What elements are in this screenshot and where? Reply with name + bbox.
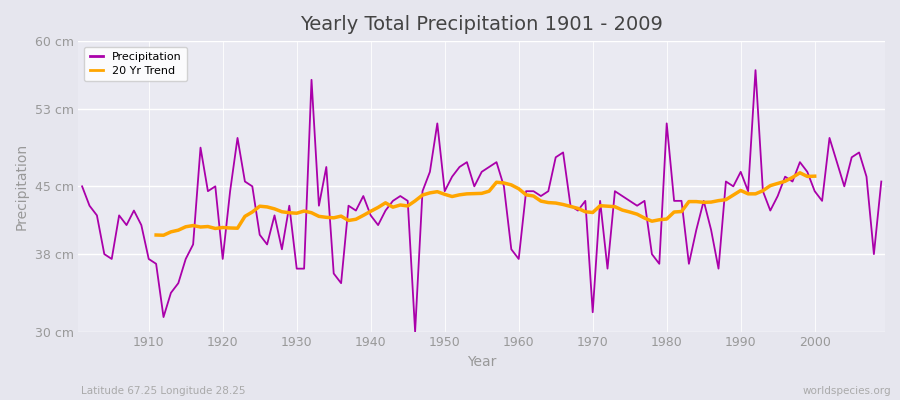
Legend: Precipitation, 20 Yr Trend: Precipitation, 20 Yr Trend xyxy=(84,47,187,81)
Precipitation xyxy=(521,189,532,194)
Y-axis label: Precipitation: Precipitation xyxy=(15,143,29,230)
20 Yr Trend xyxy=(809,174,820,178)
Title: Yearly Total Precipitation 1901 - 2009: Yearly Total Precipitation 1901 - 2009 xyxy=(301,15,663,34)
Precipitation xyxy=(513,256,524,261)
X-axis label: Year: Year xyxy=(467,355,497,369)
Text: Latitude 67.25 Longitude 28.25: Latitude 67.25 Longitude 28.25 xyxy=(81,386,246,396)
20 Yr Trend xyxy=(706,200,716,204)
Precipitation xyxy=(343,203,354,208)
Precipitation xyxy=(609,189,620,194)
Precipitation xyxy=(876,179,886,184)
Line: 20 Yr Trend: 20 Yr Trend xyxy=(156,173,814,235)
20 Yr Trend xyxy=(247,210,257,214)
Precipitation xyxy=(299,266,310,271)
Text: worldspecies.org: worldspecies.org xyxy=(803,386,891,396)
Precipitation xyxy=(750,68,760,72)
Precipitation xyxy=(136,223,147,228)
20 Yr Trend xyxy=(788,175,798,180)
20 Yr Trend xyxy=(616,208,627,212)
20 Yr Trend xyxy=(358,213,369,218)
20 Yr Trend xyxy=(795,170,806,175)
20 Yr Trend xyxy=(150,233,161,238)
20 Yr Trend xyxy=(158,233,169,238)
20 Yr Trend xyxy=(721,197,732,202)
Precipitation xyxy=(76,184,87,189)
Line: Precipitation: Precipitation xyxy=(82,70,881,332)
Precipitation xyxy=(410,329,420,334)
